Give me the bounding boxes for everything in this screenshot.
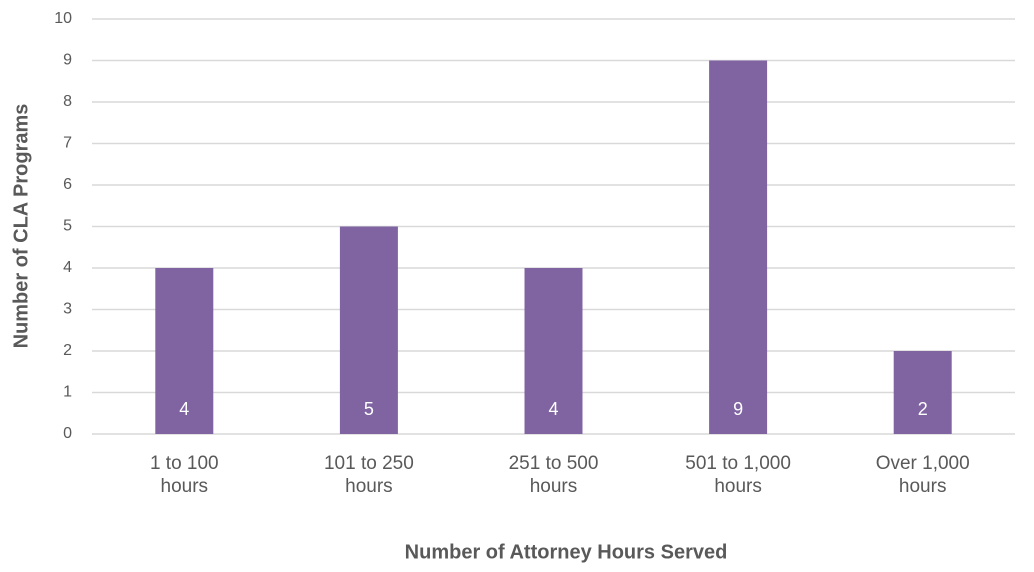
bar [339, 226, 398, 434]
data-label: 4 [548, 399, 558, 419]
x-tick-label: 101 to 250 hours [323, 453, 414, 497]
y-tick-label: 9 [63, 52, 72, 69]
x-tick-label: 251 to 500 hours [508, 453, 599, 497]
bar [155, 268, 214, 434]
y-tick-label: 4 [63, 259, 72, 276]
y-tick-label: 2 [63, 342, 72, 359]
bar [893, 351, 952, 434]
data-label: 9 [733, 399, 743, 419]
x-tick-label: Over 1,000 hours [875, 453, 970, 497]
y-tick-label: 7 [63, 135, 72, 152]
y-tick-label: 5 [63, 218, 72, 235]
data-label: 4 [179, 399, 189, 419]
y-tick-label: 1 [63, 384, 72, 401]
data-label: 2 [918, 399, 928, 419]
x-tick-label: 501 to 1,000 hours [685, 453, 791, 497]
bar [709, 60, 768, 434]
x-tick-label: 1 to 100 hours [149, 453, 219, 497]
y-tick-label: 0 [63, 425, 72, 442]
y-tick-label: 10 [54, 10, 72, 27]
x-axis-title: Number of Attorney Hours Served [405, 541, 728, 563]
y-axis-title: Number of CLA Programs [10, 104, 32, 349]
y-tick-label: 3 [63, 301, 72, 318]
data-label: 5 [364, 399, 374, 419]
y-tick-label: 6 [63, 176, 72, 193]
bar [524, 268, 583, 434]
y-tick-label: 8 [63, 93, 72, 110]
